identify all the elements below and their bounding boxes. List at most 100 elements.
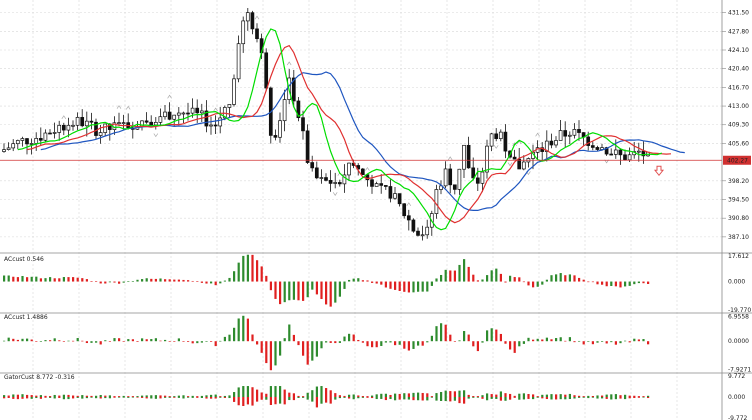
gator-bar-lower [430, 397, 433, 398]
ac-bar [53, 338, 56, 342]
candle-body [103, 123, 108, 133]
ac-bar [647, 281, 650, 285]
candle-body [613, 149, 618, 155]
price-tick-label: 387.10 [728, 234, 749, 241]
ac-bar [334, 341, 337, 344]
candle-body [163, 111, 167, 118]
gator-bar-upper [311, 390, 314, 397]
gator-bar-lower [265, 397, 268, 400]
ac-bar [150, 278, 153, 282]
ac-bar [527, 337, 530, 342]
indicator-scale-label: 17.612 [728, 253, 749, 260]
gator-bar-lower [260, 397, 263, 400]
gator-bar-lower [550, 397, 553, 400]
ac-bar [279, 281, 282, 305]
ac-bar [269, 281, 272, 291]
gator-bar-upper [633, 395, 636, 397]
ac-bar [407, 281, 410, 293]
ac-bar [499, 273, 502, 282]
candle-body [324, 177, 328, 181]
candle-body [480, 171, 485, 184]
gator-bar-lower [389, 397, 392, 400]
gator-bar-lower [587, 397, 590, 399]
gator-bar-upper [527, 393, 530, 397]
gator-bar-upper [228, 395, 231, 397]
candle-body [209, 124, 213, 127]
ac-bar [366, 280, 369, 282]
candle-body [250, 12, 255, 30]
ac-bar [532, 281, 535, 288]
candle-body [57, 124, 62, 133]
gator-bar-upper [610, 394, 613, 397]
candle-body [425, 226, 430, 236]
gator-bar-upper [348, 394, 351, 397]
gator-bar-lower [256, 397, 259, 402]
ac-bar [242, 315, 245, 342]
price-scale[interactable]: 431.50 427.80 424.10 420.40 416.70 413.00 409.… [721, 0, 751, 420]
gator-bar-lower [486, 397, 489, 401]
gator-bar-lower [251, 397, 254, 406]
gator-bar-upper [85, 395, 88, 397]
gator-bar-lower [182, 397, 185, 399]
candle-body [328, 180, 333, 184]
gator-bar-upper [435, 393, 438, 397]
ac-bar [145, 278, 148, 282]
gator-bar-upper [596, 395, 599, 397]
ac-bar [223, 280, 226, 282]
gator-bar-upper [168, 396, 171, 397]
gator-bar-upper [361, 396, 364, 397]
gator-bar-lower [302, 397, 305, 398]
ac-bar [371, 281, 374, 283]
ac-bar [39, 278, 42, 282]
gator-bar-lower [21, 397, 24, 399]
ac-bar [338, 341, 341, 343]
candle-body [563, 130, 568, 137]
gator-bar-lower [72, 397, 75, 399]
gator-bar-lower [633, 397, 636, 399]
ac-bar [62, 341, 65, 342]
ac-bar [384, 341, 387, 343]
ac-bar [504, 341, 507, 344]
ac-bar [394, 341, 397, 346]
gator-bar-upper [343, 395, 346, 397]
gator-bar-lower [518, 397, 521, 400]
gator-bar-lower [177, 397, 180, 398]
gator-bar-lower [573, 397, 576, 399]
ac-bar [499, 333, 502, 342]
fractal-up-icon [286, 61, 292, 66]
gator-bar-upper [26, 394, 29, 397]
gator-bar-upper [421, 392, 424, 397]
ac-bar [591, 281, 594, 283]
gator-bar-lower [205, 397, 208, 399]
gator-bar-upper [7, 395, 10, 397]
ac-bar [573, 341, 576, 343]
price-panel[interactable] [0, 8, 722, 241]
gator-bar-upper [159, 395, 162, 397]
price-tick-label: 424.10 [728, 47, 749, 54]
indicator-scale-label: 9.772 [728, 373, 745, 380]
ac-bar [297, 341, 300, 346]
candle-body [232, 78, 236, 105]
gator-bar-lower [582, 397, 585, 398]
gator-bar-upper [315, 386, 318, 397]
ma-fast-line [17, 28, 662, 231]
candle-body [590, 145, 595, 148]
candle-body [117, 122, 121, 125]
gator-bar-upper [490, 394, 493, 397]
ac-bar [108, 281, 111, 283]
gator-bar-lower [246, 397, 249, 405]
gator-bar-lower [210, 397, 213, 399]
gator-bar-upper [39, 395, 42, 397]
ac-bar [642, 281, 645, 284]
ac-bar [297, 281, 300, 301]
gator-bar-upper [518, 393, 521, 397]
gator-bar-lower [348, 397, 351, 399]
gator-bar-upper [21, 394, 24, 397]
fractal-markers [61, 15, 609, 207]
gator-bar-upper [504, 393, 507, 397]
ac-bar [81, 340, 84, 342]
ac-bar [352, 278, 355, 282]
gator-bar-lower [141, 397, 144, 398]
